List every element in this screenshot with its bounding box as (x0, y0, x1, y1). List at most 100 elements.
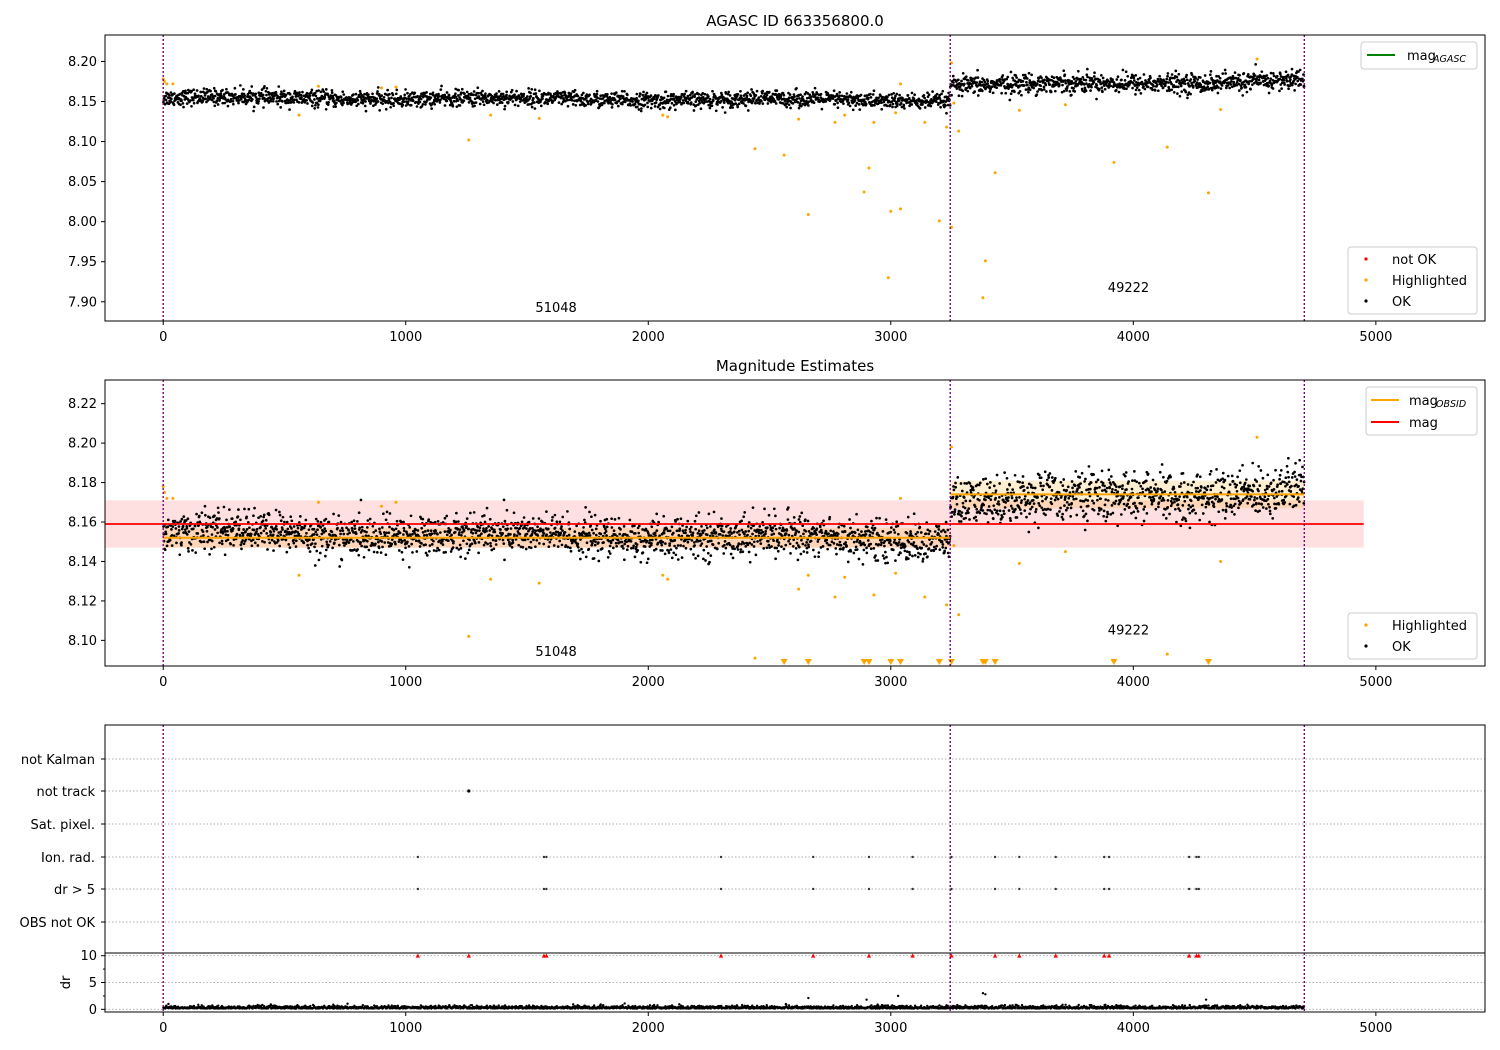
ok-point (1196, 78, 1199, 81)
ok-point (376, 86, 380, 89)
ok-point (224, 97, 227, 101)
ok-point (550, 519, 554, 522)
ok-point (229, 97, 233, 101)
ok-point (766, 102, 770, 105)
ok-point (1079, 77, 1083, 81)
ok-point (243, 96, 247, 100)
ok-point (167, 93, 171, 97)
ok-point (569, 549, 573, 553)
ok-point (558, 520, 562, 524)
ok-point (308, 550, 312, 553)
ok-point (751, 506, 755, 510)
ok-point (582, 526, 585, 529)
ok-point (694, 527, 698, 531)
ok-point (760, 99, 763, 103)
ok-point (177, 525, 181, 528)
ok-point (1100, 86, 1104, 89)
ok-point (864, 102, 868, 106)
ok-point (1101, 90, 1104, 94)
ok-point (360, 544, 363, 548)
y-tick-label: 7.90 (68, 295, 97, 310)
ok-point (428, 544, 432, 547)
ok-point (788, 542, 792, 546)
ok-point (1220, 84, 1224, 87)
ok-point (744, 530, 748, 533)
ok-point (892, 91, 896, 95)
ok-point (891, 102, 895, 106)
ok-point (465, 90, 469, 94)
ok-point (324, 529, 328, 533)
ok-point (909, 532, 913, 535)
ok-point (771, 526, 775, 530)
ok-point (549, 531, 552, 534)
ok-point (241, 532, 245, 535)
ok-point (1240, 86, 1243, 90)
ok-point (424, 551, 428, 555)
ok-point (420, 526, 424, 530)
ok-point (478, 102, 482, 106)
ok-point (1139, 91, 1143, 95)
ok-point (792, 538, 796, 542)
ok-point (1238, 73, 1241, 77)
ok-point (720, 93, 724, 97)
ok-point (489, 544, 493, 548)
ok-point (272, 549, 275, 552)
ok-point (862, 98, 866, 102)
highlighted-point (797, 117, 801, 121)
ok-point (212, 100, 216, 104)
ok-point (894, 559, 897, 562)
ok-point (452, 99, 456, 103)
ok-point (173, 92, 176, 95)
ok-point (478, 526, 482, 530)
ok-point (527, 520, 531, 524)
ok-point (328, 533, 332, 537)
ok-point (318, 99, 322, 103)
ok-point (425, 554, 429, 557)
ok-point (473, 97, 477, 101)
ok-point (897, 541, 901, 544)
ok-point (570, 98, 574, 102)
ok-point (719, 100, 723, 103)
ok-point (1156, 89, 1160, 93)
ok-point (787, 103, 791, 107)
ok-point (588, 534, 592, 537)
ok-point (676, 544, 680, 547)
y-tick-label: 8.16 (68, 516, 97, 531)
ok-point (248, 89, 252, 93)
ok-point (546, 102, 549, 106)
ok-point (906, 515, 910, 519)
ok-point (964, 75, 968, 79)
ok-point (457, 520, 460, 523)
ok-point (595, 92, 599, 96)
ok-point (785, 105, 789, 109)
ok-point (1081, 75, 1085, 79)
ok-point (221, 88, 224, 92)
ok-point (1123, 79, 1127, 82)
ok-point (518, 532, 522, 536)
highlighted-point (379, 86, 383, 90)
ok-point (324, 517, 328, 521)
ok-point (1165, 77, 1169, 81)
ok-point (531, 517, 535, 520)
ok-point (527, 87, 530, 90)
ok-point (1132, 79, 1136, 82)
ok-point (885, 555, 888, 559)
ok-point (983, 80, 987, 84)
ok-point (931, 90, 934, 94)
ok-point (282, 89, 286, 93)
ok-point (838, 94, 841, 98)
ok-point (903, 107, 906, 110)
ok-point (944, 104, 947, 107)
ok-point (1283, 83, 1286, 86)
ok-point (280, 90, 283, 94)
ok-point (279, 530, 283, 534)
ok-point (220, 539, 224, 543)
ok-point (635, 96, 638, 100)
ok-point (1219, 87, 1223, 90)
ok-point (842, 102, 845, 106)
ok-point (288, 92, 292, 96)
ok-point (872, 89, 876, 93)
ok-point (673, 544, 676, 548)
ok-point (332, 105, 336, 108)
ok-point (836, 106, 840, 110)
